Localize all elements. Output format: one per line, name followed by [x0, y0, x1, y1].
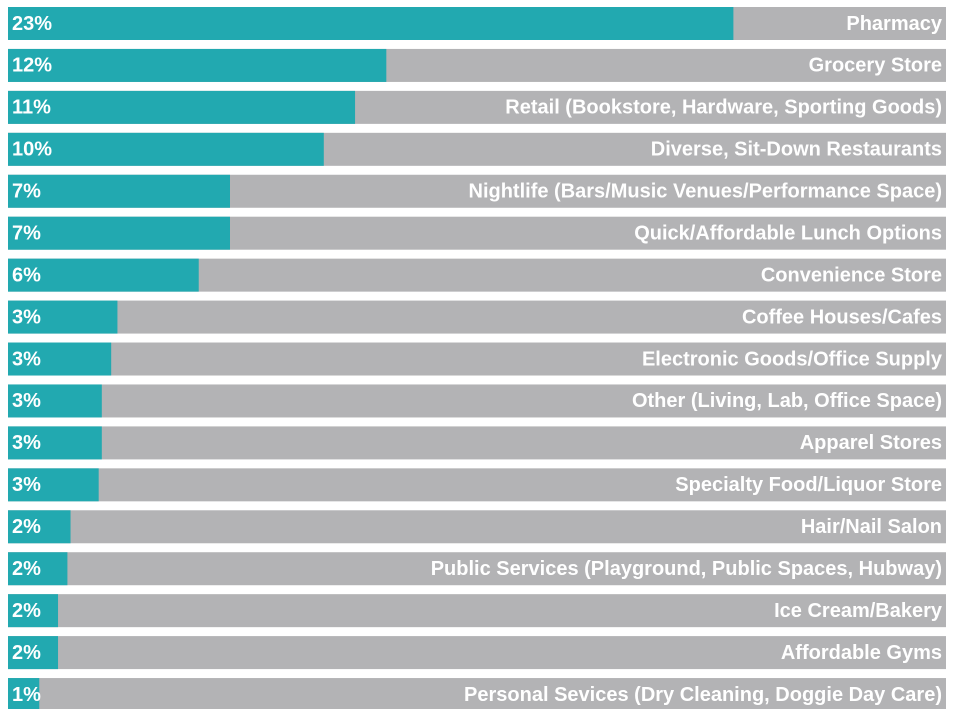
- bar-track: [8, 636, 946, 670]
- bar: [8, 594, 59, 628]
- category-label: Nightlife (Bars/Music Venues/Performance…: [469, 181, 943, 203]
- bar-track: [8, 678, 946, 709]
- bar: [8, 258, 199, 292]
- bar-track: [8, 552, 946, 586]
- value-label: 7%: [12, 222, 41, 244]
- value-label: 1%: [12, 684, 41, 706]
- bar: [8, 174, 230, 208]
- bar-track: [8, 426, 946, 460]
- value-label: 10%: [12, 139, 52, 161]
- bar-track: [8, 594, 946, 628]
- value-label: 3%: [12, 348, 41, 370]
- bar: [8, 552, 68, 586]
- value-label: 23%: [12, 13, 52, 35]
- value-label: 3%: [12, 390, 41, 412]
- bar-track: [8, 300, 946, 334]
- value-label: 12%: [12, 55, 52, 77]
- bar-track: [8, 342, 946, 376]
- category-label: Affordable Gyms: [781, 642, 942, 664]
- value-label: 2%: [12, 558, 41, 580]
- bar-track: [8, 510, 946, 544]
- category-label: Convenience Store: [761, 264, 942, 286]
- category-label: Ice Cream/Bakery: [774, 600, 943, 622]
- value-label: 3%: [12, 432, 41, 454]
- category-label: Retail (Bookstore, Hardware, Sporting Go…: [505, 97, 942, 119]
- bar: [8, 132, 324, 166]
- bar: [8, 216, 230, 250]
- bar: [8, 510, 71, 544]
- bar: [8, 90, 356, 124]
- value-label: 3%: [12, 474, 41, 496]
- bar: [8, 426, 102, 460]
- category-label: Coffee Houses/Cafes: [742, 306, 942, 328]
- bar: [8, 48, 387, 82]
- value-label: 2%: [12, 600, 41, 622]
- value-label: 11%: [12, 97, 51, 119]
- value-label: 6%: [12, 264, 41, 286]
- bar: [8, 678, 40, 709]
- category-label: Diverse, Sit-Down Restaurants: [651, 139, 942, 161]
- value-label: 2%: [12, 642, 41, 664]
- category-label: Other (Living, Lab, Office Space): [632, 390, 942, 412]
- bar: [8, 384, 102, 418]
- bar-track: [8, 384, 946, 418]
- category-label: Hair/Nail Salon: [801, 516, 942, 538]
- category-label: Specialty Food/Liquor Store: [675, 474, 942, 496]
- bar: [8, 7, 734, 40]
- category-label: Apparel Stores: [800, 432, 942, 454]
- bar: [8, 342, 112, 376]
- bar: [8, 468, 99, 502]
- bar: [8, 300, 118, 334]
- value-label: 3%: [12, 306, 41, 328]
- category-label: Personal Sevices (Dry Cleaning, Doggie D…: [464, 684, 942, 706]
- bar: [8, 636, 59, 670]
- category-label: Quick/Affordable Lunch Options: [634, 222, 942, 244]
- category-label: Electronic Goods/Office Supply: [642, 348, 943, 370]
- category-label: Pharmacy: [846, 13, 942, 35]
- category-label: Public Services (Playground, Public Spac…: [431, 558, 942, 580]
- bar-track: [8, 468, 946, 502]
- category-label: Grocery Store: [809, 55, 942, 77]
- value-label: 2%: [12, 516, 41, 538]
- value-label: 7%: [12, 181, 41, 203]
